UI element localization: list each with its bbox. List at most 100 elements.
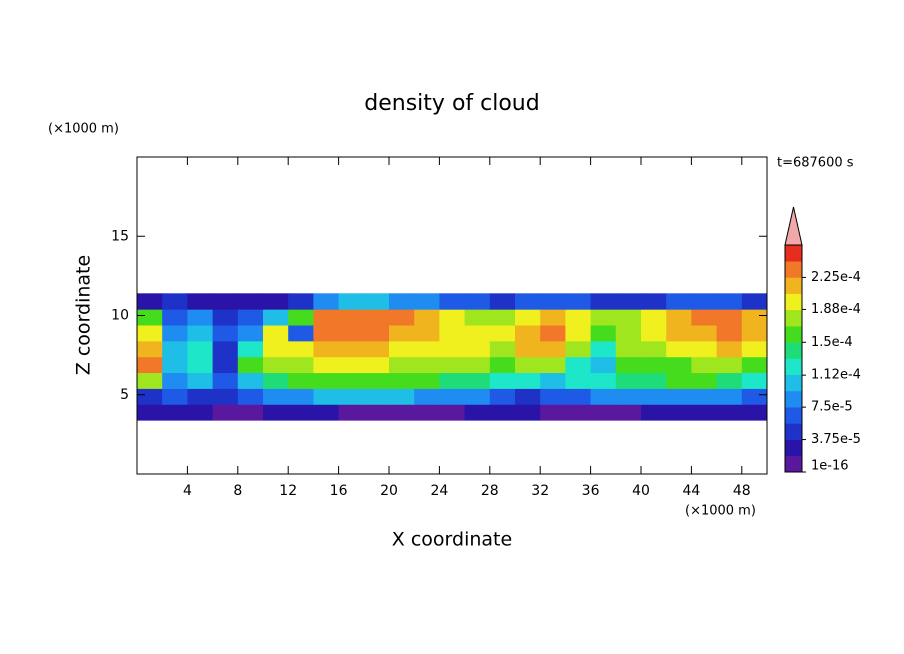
colorbar-tick-label: 1.88e-4	[811, 302, 861, 317]
x-tick-label: 40	[632, 483, 650, 499]
field-cell	[338, 325, 365, 342]
field-cell	[389, 340, 415, 358]
field-cell	[263, 309, 289, 326]
field-cell	[338, 309, 365, 326]
field-cell	[187, 356, 214, 374]
field-cell	[489, 356, 516, 374]
field-cell	[666, 388, 692, 405]
field-cell	[237, 325, 264, 342]
field-cell	[162, 325, 188, 342]
field-cell	[515, 356, 541, 374]
field-cell	[666, 325, 692, 342]
field-cell	[313, 356, 340, 374]
x-unit: (×1000 m)	[685, 504, 756, 519]
field-cell	[187, 340, 214, 358]
colorbar-band	[785, 245, 802, 262]
field-cell	[389, 388, 415, 405]
field-cell	[389, 356, 415, 374]
field-cell	[439, 340, 466, 358]
colorbar-extension	[784, 206, 803, 246]
field-cell	[565, 293, 592, 310]
y-tick-label: 5	[120, 387, 129, 403]
field-cell	[212, 340, 239, 358]
field-cell	[489, 404, 516, 421]
x-tick-label: 8	[233, 483, 242, 499]
field-cell	[414, 388, 440, 405]
field-cell	[439, 388, 466, 405]
field-cell	[237, 388, 264, 405]
field-cell	[641, 309, 667, 326]
x-tick-label: 44	[682, 483, 700, 499]
field-cell	[464, 372, 491, 389]
field-cell	[137, 372, 163, 389]
colorbar-band	[785, 439, 802, 457]
field-cell	[489, 309, 516, 326]
field-cell	[363, 325, 390, 342]
x-tick-label: 20	[380, 483, 398, 499]
field-cell	[313, 388, 340, 405]
field-cell	[439, 356, 466, 374]
field-cell	[137, 325, 163, 342]
field-cell	[464, 293, 491, 310]
field-cell	[540, 309, 566, 326]
field-cell	[187, 293, 214, 310]
field-cell	[464, 340, 491, 358]
x-tick-label: 12	[279, 483, 297, 499]
field-cell	[515, 388, 541, 405]
field-cell	[691, 340, 718, 358]
field-cell	[641, 356, 667, 374]
field-cell	[540, 293, 566, 310]
field-cell	[338, 340, 365, 358]
y-tick-label: 10	[111, 308, 129, 324]
field-cell	[137, 340, 163, 358]
colorbar-band	[785, 390, 802, 408]
field-cell	[515, 325, 541, 342]
field-cell	[741, 404, 768, 421]
field-cell	[615, 309, 642, 326]
field-cell	[162, 372, 188, 389]
field-cell	[464, 356, 491, 374]
x-tick-label: 4	[183, 483, 192, 499]
field-cell	[288, 356, 314, 374]
field-cell	[313, 325, 340, 342]
field-cell	[363, 404, 390, 421]
field-cell	[288, 404, 314, 421]
field-cell	[691, 356, 718, 374]
field-cell	[590, 388, 617, 405]
y-unit: (×1000 m)	[48, 122, 119, 137]
colorbar-band	[785, 407, 802, 424]
field-cell	[741, 325, 768, 342]
field-cell	[288, 293, 314, 310]
field-cell	[515, 372, 541, 389]
field-cell	[263, 356, 289, 374]
field-cell	[489, 388, 516, 405]
field-cell	[489, 372, 516, 389]
field-cell	[338, 293, 365, 310]
field-cell	[590, 404, 617, 421]
field-cell	[615, 340, 642, 358]
field-cell	[590, 356, 617, 374]
chart-title: density of cloud	[364, 91, 539, 116]
field-cell	[263, 293, 289, 310]
field-cell	[313, 340, 340, 358]
field-cell	[641, 293, 667, 310]
field-cell	[313, 404, 340, 421]
x-tick-label: 36	[582, 483, 600, 499]
field-cell	[137, 309, 163, 326]
field-cell	[565, 325, 592, 342]
field-cell	[389, 293, 415, 310]
field-cell	[590, 372, 617, 389]
field-cell	[741, 388, 768, 405]
field-cell	[237, 293, 264, 310]
field-cell	[187, 388, 214, 405]
field-cell	[716, 388, 743, 405]
field-cell	[263, 340, 289, 358]
field-cell	[212, 325, 239, 342]
field-cell	[137, 404, 163, 421]
field-cell	[464, 404, 491, 421]
colorbar-tick-label: 2.25e-4	[811, 270, 861, 285]
field-cell	[338, 388, 365, 405]
field-cell	[338, 356, 365, 374]
contour-field	[137, 293, 768, 421]
field-cell	[641, 404, 667, 421]
